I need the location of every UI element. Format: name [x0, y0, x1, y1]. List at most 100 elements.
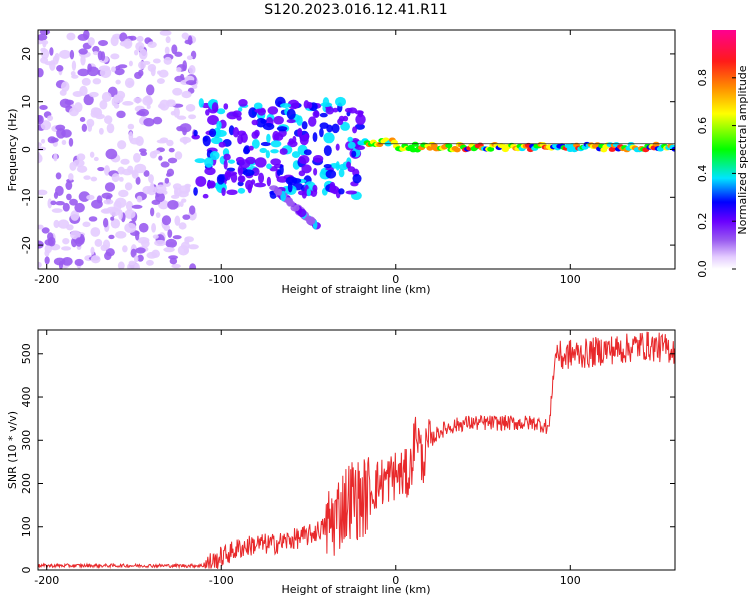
heatmap-cell: [70, 70, 76, 77]
heatmap-cell: [68, 173, 74, 181]
heatmap-cell: [285, 176, 298, 186]
heatmap-cell: [53, 257, 66, 266]
snr-series-line: [38, 331, 675, 570]
heatmap-cell: [189, 263, 197, 269]
heatmap-cell: [39, 30, 51, 35]
heatmap-cell: [150, 207, 155, 217]
heatmap-cell: [159, 30, 172, 36]
heatmap-cell: [133, 255, 139, 263]
heatmap-cell: [204, 157, 214, 168]
heatmap-cell: [164, 46, 170, 55]
heatmap-cell: [140, 151, 148, 157]
heatmap-cell: [53, 153, 58, 162]
heatmap-cell: [164, 177, 170, 184]
heatmap-cell: [161, 215, 172, 226]
x-tick-label: 0: [392, 273, 399, 286]
heatmap-cell: [297, 127, 303, 138]
heatmap-cell: [286, 108, 296, 120]
heatmap-cell: [239, 159, 251, 169]
heatmap-cell: [105, 248, 115, 257]
heatmap-cell: [73, 102, 83, 113]
heatmap-cell: [237, 187, 246, 194]
heatmap-cell: [66, 32, 76, 41]
y-tick-label: -10: [20, 188, 33, 206]
heatmap-cell: [142, 185, 153, 195]
heatmap-cell: [188, 64, 196, 75]
heatmap-cell: [47, 236, 56, 247]
heatmap-cell: [237, 130, 247, 136]
heatmap-cell: [136, 254, 144, 262]
heatmap-cell: [276, 126, 288, 132]
heatmap-cell: [204, 167, 216, 176]
heatmap-cell: [69, 198, 78, 206]
snr-axis-ticks: -200 -100 0 100 0 100 200 300 400 500: [20, 330, 675, 587]
heatmap-cell: [87, 63, 92, 73]
heatmap-cell: [301, 164, 312, 174]
heatmap-cell: [157, 70, 162, 75]
heatmap-cell: [191, 134, 200, 140]
heatmap-cell: [38, 33, 48, 41]
heatmap-cell: [335, 143, 340, 151]
heatmap-cell: [143, 117, 155, 127]
y-tick-label: 20: [20, 47, 33, 61]
heatmap-cell: [182, 214, 191, 220]
heatmap-cell: [138, 222, 149, 233]
heatmap-cell: [156, 78, 165, 85]
heatmap-cell: [270, 158, 281, 166]
heatmap-cell: [102, 217, 109, 228]
heatmap-cell: [179, 136, 192, 144]
heatmap-cell: [273, 115, 284, 125]
heatmap-cell: [138, 61, 146, 70]
heatmap-cell: [152, 58, 161, 64]
heatmap-cell: [120, 158, 130, 165]
colorbar-tick-label: 0.0: [696, 260, 709, 278]
heatmap-cell: [259, 147, 268, 154]
heatmap-cell: [108, 234, 115, 240]
heatmap-cell: [61, 246, 72, 251]
heatmap-cell: [286, 119, 296, 124]
heatmap-cell: [123, 38, 133, 49]
heatmap-cell: [165, 100, 177, 107]
heatmap-cell: [62, 237, 70, 245]
heatmap-cell: [53, 219, 60, 229]
heatmap-cell: [329, 186, 334, 193]
heatmap-cell: [216, 108, 226, 115]
heatmap-cell: [320, 102, 333, 107]
heatmap-cell: [182, 60, 187, 72]
heatmap-cell: [652, 141, 660, 147]
heatmap-cell: [165, 36, 171, 44]
heatmap-cell: [47, 198, 53, 209]
heatmap-cell: [270, 149, 279, 154]
heatmap-cell: [184, 236, 190, 245]
heatmap-cell: [211, 102, 219, 113]
heatmap-cell: [81, 123, 88, 132]
heatmap-cell: [92, 45, 100, 53]
heatmap-cell: [130, 248, 137, 258]
y-tick-label: -20: [20, 236, 33, 254]
heatmap-cell: [169, 257, 178, 265]
heatmap-cell: [185, 184, 191, 194]
heatmap-cell: [194, 158, 206, 164]
heatmap-cell: [117, 140, 127, 150]
heatmap-cell: [210, 136, 223, 145]
heatmap-cell: [351, 150, 357, 158]
heatmap-cell: [209, 151, 220, 161]
heatmap-cell: [62, 202, 70, 212]
heatmap-cell: [146, 259, 154, 266]
heatmap-cell: [166, 172, 172, 177]
heatmap-cell: [157, 103, 166, 109]
heatmap-cell: [102, 239, 111, 250]
heatmap-cell: [110, 218, 121, 229]
heatmap-cell: [38, 224, 44, 230]
heatmap-cell: [150, 181, 155, 193]
heatmap-cell: [93, 156, 99, 162]
snr-y-axis-label: SNR (10 * v/v): [6, 411, 19, 489]
heatmap-cell: [224, 170, 232, 181]
heatmap-cell: [288, 200, 295, 207]
heatmap-cell: [168, 147, 175, 153]
heatmap-cell: [172, 87, 183, 96]
heatmap-cell: [183, 248, 189, 254]
colorbar-label: Normalized spectral amplitude: [736, 65, 749, 234]
heatmap-cell: [287, 99, 300, 110]
heatmap-cell: [303, 149, 312, 156]
